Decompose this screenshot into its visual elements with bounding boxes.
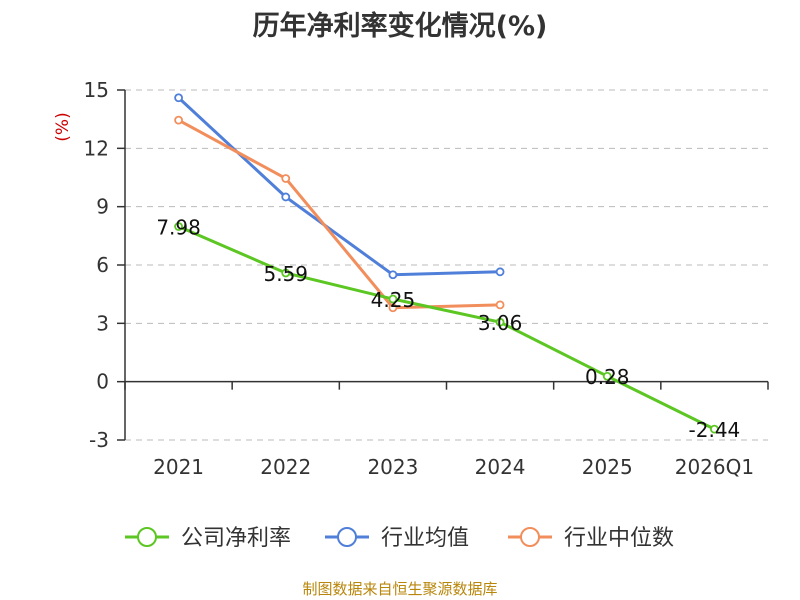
legend-label: 公司净利率 xyxy=(181,526,291,551)
x-tick-label: 2023 xyxy=(367,455,418,479)
y-tick-label: 0 xyxy=(96,370,109,394)
legend-marker xyxy=(337,527,357,547)
series-line xyxy=(177,96,501,277)
x-tick-label: 2021 xyxy=(153,455,204,479)
axes: 15 12 9 6 3 0 -3 2021 2022 2023 2024 2025 2026Q1 xyxy=(84,78,769,479)
data-label: 7.98 xyxy=(156,216,201,240)
data-point xyxy=(388,294,398,304)
y-tick-label: 6 xyxy=(96,253,109,277)
data-point xyxy=(281,268,291,278)
data-point xyxy=(710,424,719,434)
data-label: 0.28 xyxy=(585,365,630,389)
series-line xyxy=(177,225,716,431)
data-point xyxy=(174,222,183,231)
x-tick-label: 2022 xyxy=(260,455,311,479)
data-label: 4.25 xyxy=(371,288,416,312)
x-tick-label: 2026Q1 xyxy=(675,455,754,479)
data-point xyxy=(174,115,183,125)
y-tick-label: 3 xyxy=(96,311,109,335)
data-point xyxy=(495,300,505,310)
data-point xyxy=(174,93,183,103)
series-line xyxy=(177,118,501,310)
legend-label: 行业均值 xyxy=(381,526,469,551)
data-label: -2.44 xyxy=(689,418,741,442)
data-point xyxy=(388,303,398,313)
data-point xyxy=(495,267,505,277)
data-point xyxy=(281,174,291,183)
data-label: 3.06 xyxy=(478,311,523,335)
data-point xyxy=(602,371,612,381)
legend-marker xyxy=(520,527,540,547)
legend-marker xyxy=(137,527,157,547)
chart-title: 历年净利率变化情况(%) xyxy=(252,11,548,42)
data-label: 5.59 xyxy=(263,262,308,286)
x-tick-label: 2024 xyxy=(475,455,526,479)
data-labels: 7.98 5.59 4.25 3.06 0.28 -2.44 xyxy=(156,216,740,443)
data-point xyxy=(388,270,398,280)
y-tick-label: 15 xyxy=(84,78,109,102)
y-tick-label: -3 xyxy=(89,428,109,452)
legend: 公司净利率 行业均值 行业中位数 xyxy=(125,526,674,551)
legend-label: 行业中位数 xyxy=(564,526,674,551)
y-tick-label: 12 xyxy=(84,136,109,160)
data-point xyxy=(495,317,505,327)
grid-lines xyxy=(125,89,768,441)
chart-source: 制图数据来自恒生聚源数据库 xyxy=(302,580,498,598)
y-axis-label: (%) xyxy=(53,112,73,141)
y-tick-label: 9 xyxy=(96,195,109,219)
x-tick-label: 2025 xyxy=(582,455,633,479)
data-point xyxy=(281,192,291,202)
series-lines xyxy=(174,93,719,434)
